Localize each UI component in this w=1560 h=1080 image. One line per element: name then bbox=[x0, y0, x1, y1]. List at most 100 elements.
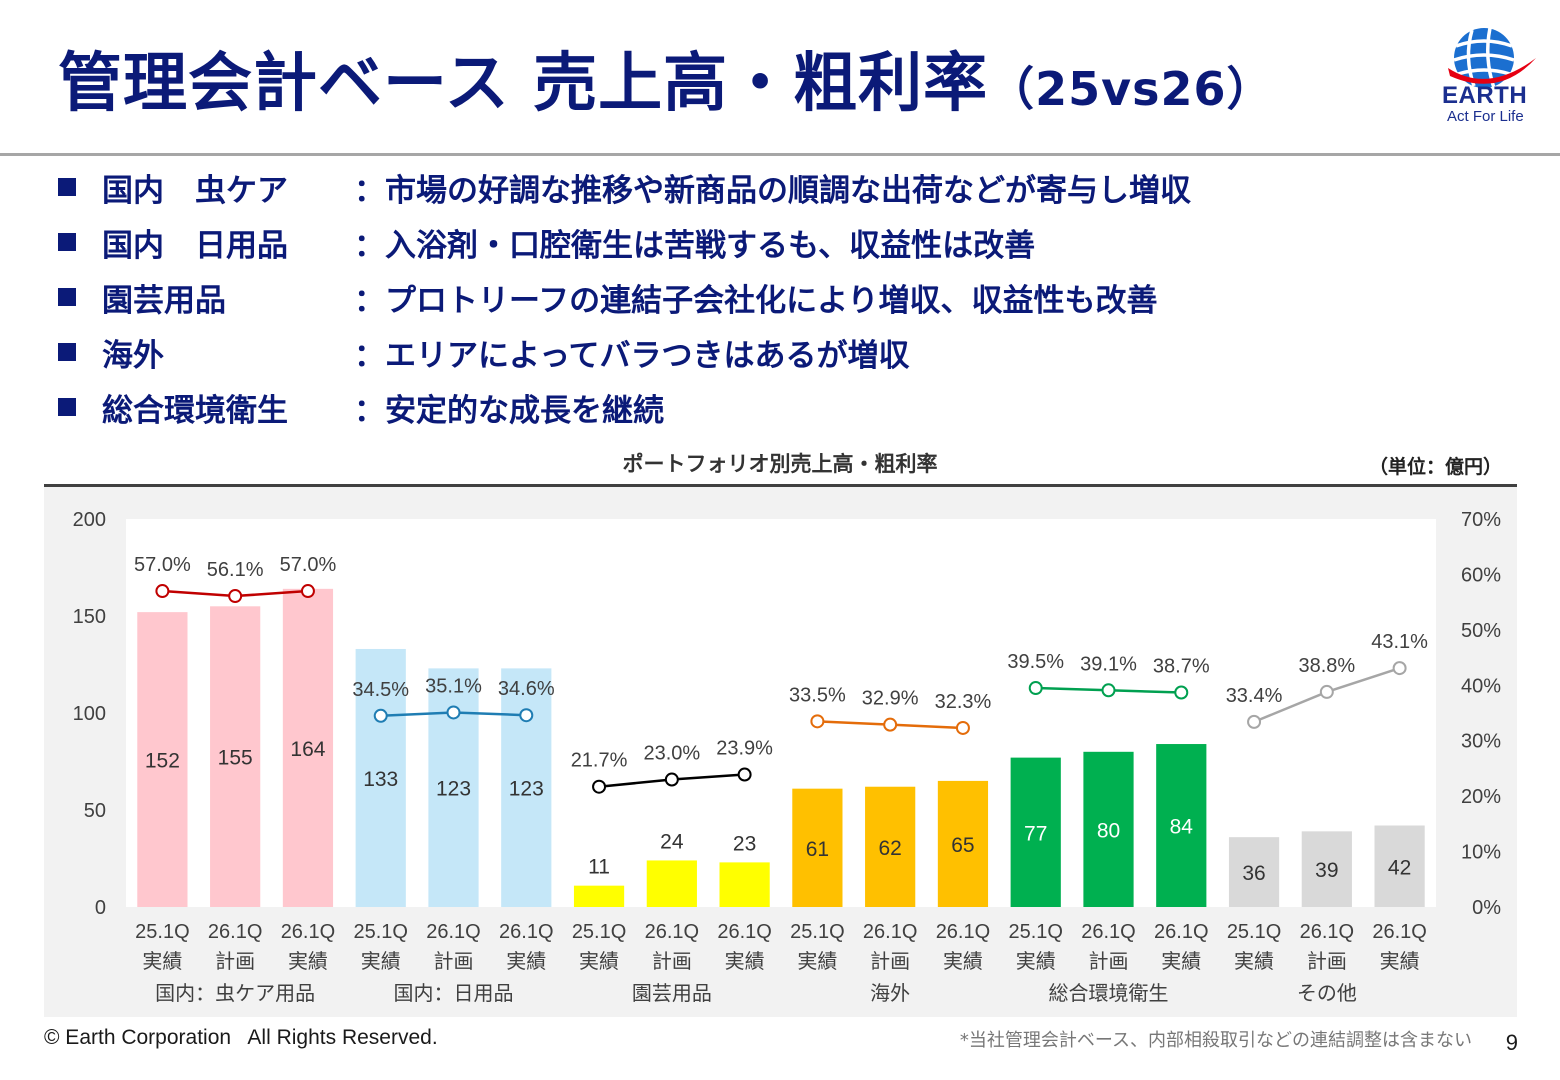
bullet-square-icon bbox=[58, 343, 76, 361]
margin-label: 56.1% bbox=[207, 559, 264, 581]
x-tick-sublabel: 実績 bbox=[1016, 949, 1056, 973]
bar bbox=[646, 860, 697, 907]
margin-point bbox=[1101, 683, 1116, 698]
y-right-tick-label: 30% bbox=[1461, 731, 1501, 753]
margin-label: 33.5% bbox=[789, 684, 846, 706]
margin-label: 57.0% bbox=[134, 554, 191, 576]
bullet-square-icon bbox=[58, 288, 76, 306]
margin-label: 39.1% bbox=[1080, 653, 1137, 675]
margin-point bbox=[1247, 714, 1262, 729]
x-tick-label: 26.1Q bbox=[426, 921, 480, 943]
page-title: 管理会計ベース 売上高・粗利率（25vs26） bbox=[58, 32, 1274, 124]
x-tick-sublabel: 計画 bbox=[870, 949, 910, 973]
bullet-desc: ：安定的な成長を継続 bbox=[354, 393, 664, 429]
bullet-square-icon bbox=[58, 398, 76, 416]
margin-label: 34.5% bbox=[352, 679, 409, 701]
x-tick-label: 26.1Q bbox=[499, 921, 553, 943]
bar-value-label: 123 bbox=[509, 778, 544, 801]
group-label: 国内：虫ケア用品 bbox=[155, 981, 315, 1005]
x-tick-sublabel: 実績 bbox=[361, 949, 401, 973]
margin-label: 32.9% bbox=[862, 688, 919, 710]
x-tick-sublabel: 実績 bbox=[579, 949, 619, 973]
bar bbox=[865, 786, 916, 907]
margin-label: 43.1% bbox=[1371, 631, 1428, 653]
y-left-tick-label: 200 bbox=[73, 509, 106, 531]
y-right-tick-label: 50% bbox=[1461, 620, 1501, 642]
margin-point bbox=[592, 779, 607, 794]
x-tick-label: 26.1Q bbox=[208, 921, 262, 943]
group-label: その他 bbox=[1297, 981, 1357, 1005]
bullet-label: 海外 bbox=[102, 338, 164, 374]
bar bbox=[1301, 831, 1352, 907]
chart-divider bbox=[44, 484, 1517, 487]
chart-title: ポートフォリオ別売上高・粗利率 bbox=[622, 452, 938, 476]
bar-value-label: 42 bbox=[1388, 856, 1411, 879]
margin-label: 32.3% bbox=[935, 691, 992, 713]
x-tick-label: 25.1Q bbox=[1227, 921, 1281, 943]
margin-label: 35.1% bbox=[425, 675, 482, 697]
x-tick-sublabel: 実績 bbox=[142, 949, 182, 973]
footnote: *当社管理会計ベース、内部相殺取引などの連結調整は含まない bbox=[959, 1030, 1472, 1051]
x-tick-sublabel: 実績 bbox=[506, 949, 546, 973]
bar bbox=[719, 862, 770, 907]
margin-point bbox=[373, 708, 388, 723]
bullet-desc: ：入浴剤・口腔衛生は苦戦するも、収益性は改善 bbox=[354, 228, 1036, 264]
earth-globe-icon bbox=[1448, 27, 1536, 89]
margin-point bbox=[1392, 661, 1407, 676]
bar bbox=[1083, 751, 1134, 907]
x-tick-label: 26.1Q bbox=[1300, 921, 1354, 943]
bar bbox=[1156, 744, 1207, 907]
margin-point bbox=[810, 714, 825, 729]
x-tick-label: 25.1Q bbox=[353, 921, 407, 943]
header-divider bbox=[0, 153, 1560, 156]
margin-point bbox=[446, 705, 461, 720]
x-tick-sublabel: 実績 bbox=[1161, 949, 1201, 973]
bar bbox=[501, 668, 552, 907]
bullet-label: 総合環境衛生 bbox=[102, 393, 288, 429]
title-suffix: （25vs26） bbox=[988, 62, 1274, 116]
bar bbox=[137, 612, 188, 907]
x-tick-label: 25.1Q bbox=[135, 921, 189, 943]
bar-value-label: 39 bbox=[1315, 859, 1338, 882]
margin-label: 38.8% bbox=[1298, 655, 1355, 677]
group-label: 園芸用品 bbox=[632, 981, 712, 1005]
y-left-tick-label: 50 bbox=[84, 800, 106, 822]
unit-label: （単位：億円） bbox=[1368, 456, 1502, 478]
margin-label: 23.0% bbox=[643, 743, 700, 765]
x-tick-label: 26.1Q bbox=[863, 921, 917, 943]
x-tick-sublabel: 実績 bbox=[797, 949, 837, 973]
x-tick-sublabel: 計画 bbox=[1307, 949, 1347, 973]
bar-value-label: 62 bbox=[878, 837, 901, 860]
x-tick-label: 25.1Q bbox=[790, 921, 844, 943]
bar-value-label: 23 bbox=[733, 832, 756, 855]
x-tick-label: 26.1Q bbox=[1081, 921, 1135, 943]
bar-value-label: 164 bbox=[290, 738, 325, 761]
margin-point bbox=[955, 720, 970, 735]
margin-label: 34.6% bbox=[498, 678, 555, 700]
y-right-tick-label: 20% bbox=[1461, 786, 1501, 808]
group-label: 総合環境衛生 bbox=[1049, 981, 1169, 1005]
portfolio-chart: 0 50 100 150 200 0% 10% 20% 30% 40% 50% 60% 70% 152 25… bbox=[44, 487, 1517, 1017]
margin-label: 38.7% bbox=[1153, 655, 1210, 677]
margin-point bbox=[1028, 681, 1043, 696]
bullet-label: 国内 日用品 bbox=[102, 228, 288, 264]
bar-value-label: 11 bbox=[588, 856, 610, 879]
margin-label: 39.5% bbox=[1007, 651, 1064, 673]
bar-value-label: 36 bbox=[1242, 862, 1265, 885]
bar-value-label: 133 bbox=[363, 768, 398, 791]
margin-point bbox=[664, 772, 679, 787]
bar bbox=[1010, 757, 1061, 907]
y-right-tick-label: 10% bbox=[1461, 842, 1501, 864]
bar bbox=[792, 788, 843, 907]
bullet-label: 園芸用品 bbox=[102, 283, 226, 319]
logo-name: EARTH bbox=[1442, 82, 1528, 109]
bar bbox=[355, 648, 406, 907]
plot-area bbox=[126, 519, 1436, 907]
x-tick-sublabel: 実績 bbox=[1380, 949, 1420, 973]
bullet-desc: ：プロトリーフの連結子会社化により増収、収益性も改善 bbox=[354, 283, 1158, 319]
bullet-desc: ：市場の好調な推移や新商品の順調な出荷などが寄与し増収 bbox=[354, 173, 1191, 209]
bar-value-label: 155 bbox=[218, 747, 253, 770]
copyright: © Earth Corporation All Rights Reserved. bbox=[44, 1026, 438, 1049]
x-tick-label: 25.1Q bbox=[1008, 921, 1062, 943]
bar-value-label: 152 bbox=[145, 750, 180, 773]
